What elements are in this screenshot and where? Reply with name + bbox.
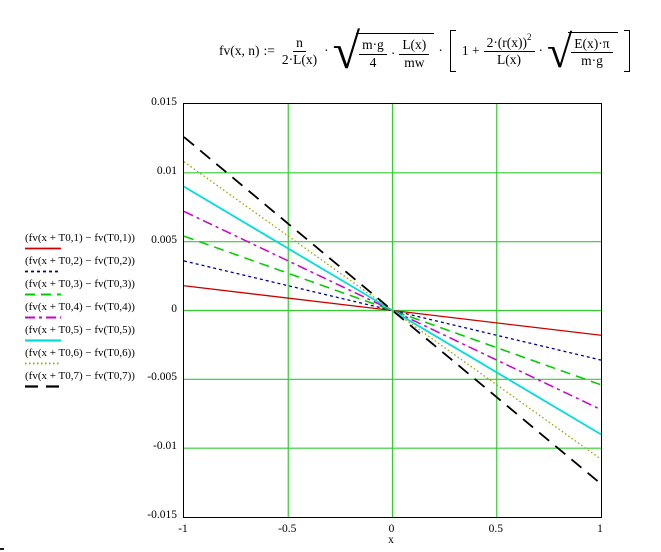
trace-n3 bbox=[184, 235, 601, 386]
legend-label: (fv(x + T0,1) − fv(T0,1)) bbox=[25, 232, 135, 244]
y-tick-label: -0.005 bbox=[147, 371, 177, 384]
multiply-dot: · bbox=[324, 43, 329, 59]
assign-operator: := bbox=[263, 43, 275, 59]
right-bracket bbox=[623, 30, 630, 73]
legend-line-sample-icon bbox=[25, 362, 61, 365]
fraction-2rx2-over-Lx: 2·(r(x)) 2 L(x) bbox=[483, 31, 535, 68]
legend-line-sample-icon bbox=[25, 247, 61, 250]
legend-entry-n1: (fv(x + T0,1) − fv(T0,1)) bbox=[25, 232, 135, 251]
exponent: 2 bbox=[527, 31, 532, 42]
y-tick-label: 0 bbox=[171, 302, 177, 315]
legend-entry-n5: (fv(x + T0,5) − fv(T0,5)) bbox=[25, 324, 135, 343]
xy-plot-region[interactable] bbox=[183, 103, 602, 518]
stray-corner-mark bbox=[0, 548, 4, 550]
legend-line-sample-icon bbox=[25, 270, 61, 273]
fraction-Exp-over-mg: E(x)·π m·g bbox=[571, 36, 613, 69]
formula-lhs: fv(x, n) bbox=[219, 43, 260, 59]
y-tick-label: 0.015 bbox=[151, 96, 177, 108]
legend-line-sample-icon bbox=[25, 339, 61, 342]
legend-entry-n2: (fv(x + T0,2) − fv(T0,2)) bbox=[25, 255, 135, 274]
y-tick-label: 0.005 bbox=[151, 233, 177, 246]
x-tick-label: 0.5 bbox=[488, 523, 503, 535]
x-tick-label: 0 bbox=[388, 523, 395, 535]
trace-n6 bbox=[184, 161, 601, 460]
multiply-dot: · bbox=[390, 46, 396, 61]
x-tick-label: -0.5 bbox=[278, 523, 297, 535]
legend-entry-n7: (fv(x + T0,7) − fv(T0,7)) bbox=[25, 370, 135, 389]
fraction-n-over-2L: n 2·L(x) bbox=[281, 34, 318, 67]
y-tick-label: -0.01 bbox=[153, 440, 177, 453]
plot-canvas bbox=[184, 104, 601, 517]
trace-legend: (fv(x + T0,1) − fv(T0,1)) (fv(x + T0,2) −… bbox=[25, 232, 135, 393]
legend-entry-n6: (fv(x + T0,6) − fv(T0,6)) bbox=[25, 347, 135, 366]
sqrt-term-2: √ E(x)·π m·g bbox=[547, 25, 618, 77]
formula-definition[interactable]: fv(x, n) := n 2·L(x) · √ m·g 4 · L(x) mw… bbox=[219, 22, 631, 79]
x-tick-label: 1 bbox=[597, 523, 603, 535]
fraction-mg-over-4: m·g 4 bbox=[359, 37, 387, 70]
legend-entry-n4: (fv(x + T0,4) − fv(T0,4)) bbox=[25, 301, 135, 320]
trace-n4 bbox=[184, 210, 601, 411]
legend-label: (fv(x + T0,3) − fv(T0,3)) bbox=[25, 278, 135, 290]
one-plus-term: 1 + bbox=[461, 43, 480, 59]
legend-label: (fv(x + T0,7) − fv(T0,7)) bbox=[25, 370, 135, 382]
x-axis-title: x bbox=[388, 534, 394, 546]
legend-line-sample-icon bbox=[25, 385, 61, 388]
y-tick-label: 0.01 bbox=[156, 164, 177, 177]
radical-icon: √ bbox=[547, 25, 573, 77]
legend-label: (fv(x + T0,2) − fv(T0,2)) bbox=[25, 255, 135, 267]
sqrt-term-1: √ m·g 4 · L(x) mw bbox=[332, 22, 435, 79]
x-tick-label: -1 bbox=[178, 523, 188, 535]
multiply-dot: · bbox=[438, 43, 443, 59]
legend-label: (fv(x + T0,5) − fv(T0,5)) bbox=[25, 324, 135, 336]
multiply-dot: · bbox=[538, 43, 544, 59]
radical-icon: √ bbox=[332, 22, 361, 79]
fraction-Lx-over-mw: L(x) mw bbox=[399, 37, 430, 70]
legend-entry-n3: (fv(x + T0,3) − fv(T0,3)) bbox=[25, 278, 135, 297]
legend-line-sample-icon bbox=[25, 293, 61, 296]
trace-n7 bbox=[184, 136, 601, 485]
left-bracket bbox=[449, 30, 456, 73]
legend-label: (fv(x + T0,6) − fv(T0,6)) bbox=[25, 347, 135, 359]
legend-label: (fv(x + T0,4) − fv(T0,4)) bbox=[25, 301, 135, 313]
y-tick-label: -0.015 bbox=[147, 509, 177, 521]
legend-line-sample-icon bbox=[25, 316, 61, 319]
